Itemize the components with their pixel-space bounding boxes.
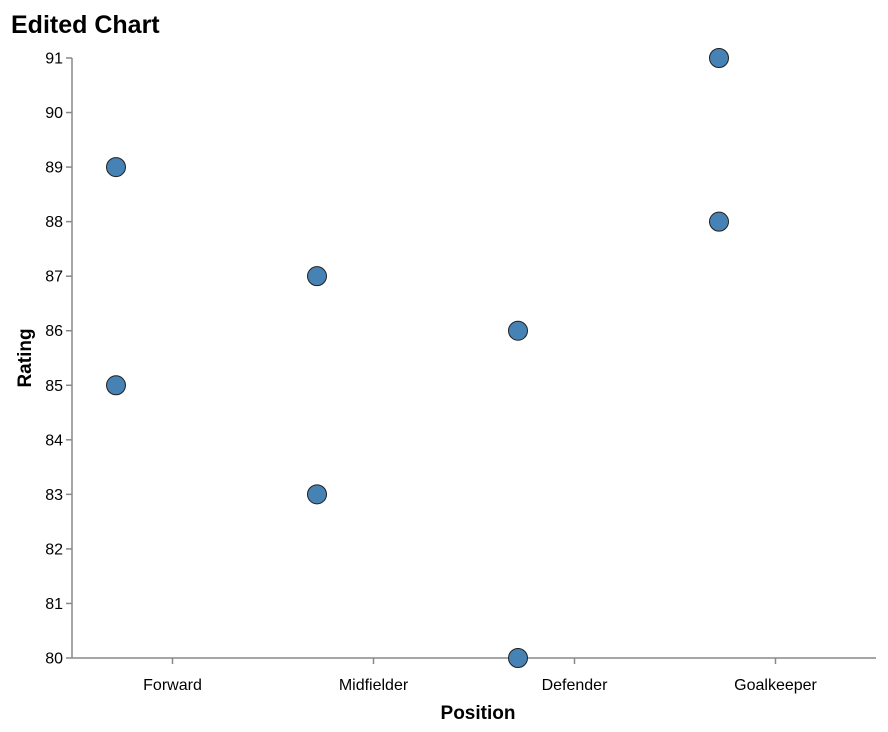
data-point bbox=[508, 648, 528, 668]
data-point bbox=[508, 320, 528, 341]
y-tick-label: 84 bbox=[45, 432, 63, 449]
data-points bbox=[106, 48, 729, 668]
y-tick-label: 87 bbox=[45, 269, 63, 286]
x-tick-label: Defender bbox=[542, 677, 608, 694]
data-point bbox=[106, 375, 126, 396]
x-axis-title: Position bbox=[441, 703, 516, 724]
y-axis-title: Rating bbox=[15, 328, 36, 387]
y-tick-label: 89 bbox=[45, 160, 63, 177]
y-tick-label: 80 bbox=[45, 651, 63, 668]
data-point bbox=[307, 266, 327, 287]
y-tick-label: 90 bbox=[45, 105, 63, 122]
data-point bbox=[307, 484, 327, 505]
data-point bbox=[709, 211, 729, 232]
y-tick-label: 85 bbox=[45, 378, 63, 395]
x-axis: Forward Midfielder Defender Goalkeeper bbox=[72, 657, 876, 694]
x-tick-label: Goalkeeper bbox=[734, 677, 817, 694]
y-tick-label: 83 bbox=[45, 487, 63, 504]
y-tick-label: 81 bbox=[45, 596, 63, 613]
y-tick-label: 82 bbox=[45, 541, 63, 558]
x-tick-label: Midfielder bbox=[339, 677, 409, 694]
chart-title: Edited Chart bbox=[11, 11, 160, 39]
data-point bbox=[709, 48, 729, 68]
x-tick-label: Forward bbox=[143, 677, 202, 694]
data-point bbox=[106, 157, 126, 178]
y-tick-label: 91 bbox=[45, 51, 63, 68]
y-tick-label: 86 bbox=[45, 323, 63, 340]
y-tick-label: 88 bbox=[45, 214, 63, 231]
y-axis: 80 81 82 83 84 85 86 87 88 89 90 91 bbox=[45, 51, 73, 668]
